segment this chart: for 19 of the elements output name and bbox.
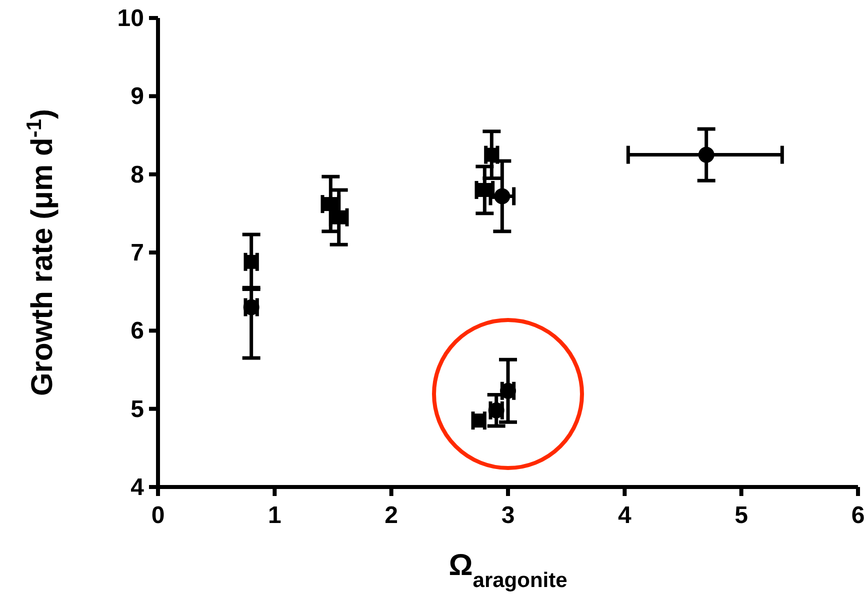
y-tick-label: 10 <box>117 5 144 32</box>
x-tick-label: 4 <box>618 502 632 529</box>
x-tick-label: 1 <box>268 502 282 529</box>
y-tick-label: 5 <box>130 396 144 423</box>
x-tick-label: 6 <box>851 502 865 529</box>
y-tick-label: 8 <box>130 161 144 188</box>
x-tick-label: 5 <box>734 502 748 529</box>
y-tick-label: 4 <box>130 474 145 501</box>
point <box>698 146 714 163</box>
x-tick-label: 2 <box>384 502 398 529</box>
y-tick-label: 7 <box>130 240 144 266</box>
y-tick-label: 9 <box>130 83 144 110</box>
point <box>332 210 346 224</box>
x-axis-title: Ω$_{aragonite}$ <box>448 549 568 592</box>
point <box>324 197 338 212</box>
y-tick-label: 6 <box>130 318 144 345</box>
point <box>494 188 510 204</box>
x-tick-label: 0 <box>151 502 165 529</box>
x-tick-label: 3 <box>501 502 515 529</box>
